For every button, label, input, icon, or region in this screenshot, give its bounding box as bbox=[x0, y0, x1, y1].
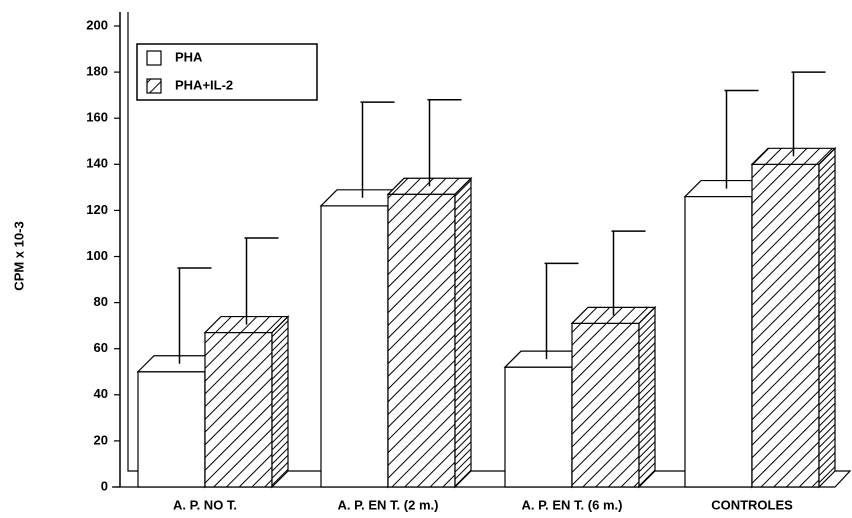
y-tick-label: 140 bbox=[86, 156, 108, 171]
y-tick-label: 60 bbox=[94, 340, 108, 355]
bar bbox=[386, 176, 473, 489]
legend-swatch bbox=[146, 50, 162, 66]
error-bar bbox=[544, 262, 579, 360]
bar bbox=[750, 146, 837, 489]
x-tick-label: A. P. EN T. (6 m.) bbox=[522, 497, 623, 512]
error-bar bbox=[724, 89, 759, 189]
error-bar bbox=[791, 71, 826, 157]
error-bar bbox=[611, 230, 646, 316]
bar-face bbox=[320, 205, 389, 488]
x-tick-label: A. P. NO T. bbox=[173, 497, 237, 512]
y-tick-label: 200 bbox=[86, 17, 108, 32]
bar-face bbox=[204, 331, 273, 488]
y-tick-label: 20 bbox=[94, 432, 108, 447]
bar-face bbox=[137, 371, 206, 488]
y-axis-label: CPM x 10-3 bbox=[11, 221, 26, 290]
bar-face bbox=[271, 315, 289, 489]
legend-swatch bbox=[146, 78, 162, 94]
bar-face bbox=[638, 305, 656, 489]
x-tick-label: CONTROLES bbox=[711, 497, 793, 512]
error-bar bbox=[177, 267, 212, 364]
bar-face bbox=[387, 193, 456, 488]
error-bar bbox=[244, 237, 279, 325]
y-tick-label: 100 bbox=[86, 248, 108, 263]
bar-face bbox=[571, 322, 640, 488]
bar-face bbox=[454, 176, 472, 489]
legend-label: PHA bbox=[175, 49, 203, 64]
legend-box bbox=[136, 43, 318, 101]
bar-face bbox=[684, 195, 753, 488]
y-tick-label: 80 bbox=[94, 294, 108, 309]
legend-label: PHA+IL-2 bbox=[175, 77, 233, 92]
bar-face bbox=[504, 366, 573, 488]
error-bar bbox=[427, 99, 462, 187]
x-tick-label: A. P. EN T. (2 m.) bbox=[338, 497, 439, 512]
bar-face bbox=[818, 146, 836, 489]
y-tick-label: 0 bbox=[101, 478, 108, 493]
bar-face bbox=[751, 163, 820, 488]
error-bar bbox=[360, 101, 395, 198]
bar bbox=[570, 305, 657, 489]
y-tick-label: 120 bbox=[86, 202, 108, 217]
y-tick-label: 180 bbox=[86, 64, 108, 79]
y-tick-label: 160 bbox=[86, 110, 108, 125]
y-tick-label: 40 bbox=[94, 386, 108, 401]
bar bbox=[203, 315, 290, 489]
